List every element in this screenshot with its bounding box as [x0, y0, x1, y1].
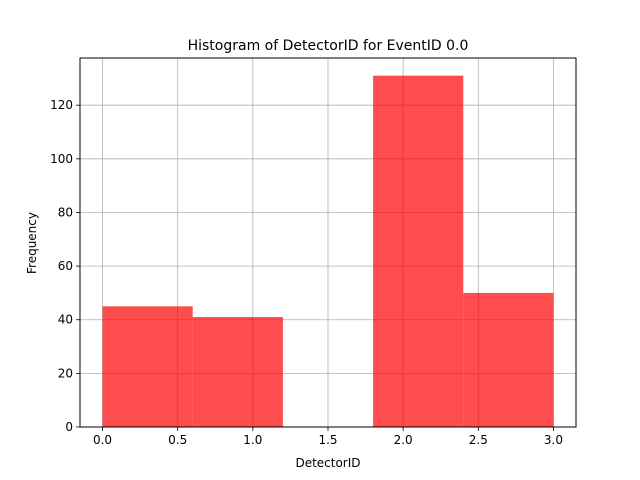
x-tick-label: 1.5 [318, 433, 337, 447]
x-tick-label: 2.5 [469, 433, 488, 447]
x-axis-ticks: 0.0 0.5 1.0 1.5 2.0 2.5 3.0 [93, 427, 563, 447]
x-axis-label: DetectorID [295, 456, 360, 470]
x-tick-label: 0.5 [168, 433, 187, 447]
y-axis-ticks: 0 20 40 60 80 100 120 [50, 98, 80, 434]
y-tick-label: 40 [58, 313, 73, 327]
histogram-bar [102, 306, 193, 427]
x-tick-label: 2.0 [394, 433, 413, 447]
x-tick-label: 0.0 [93, 433, 112, 447]
y-tick-label: 100 [50, 152, 73, 166]
y-tick-label: 120 [50, 98, 73, 112]
chart-title: Histogram of DetectorID for EventID 0.0 [188, 38, 469, 54]
histogram-bar [373, 75, 464, 427]
y-tick-label: 20 [58, 366, 73, 380]
y-tick-label: 0 [65, 420, 73, 434]
histogram-bars [102, 75, 554, 427]
y-tick-label: 60 [58, 259, 73, 273]
histogram-bar [192, 317, 283, 427]
y-tick-label: 80 [58, 205, 73, 219]
histogram-bar [463, 292, 554, 427]
y-axis-label: Frequency [25, 212, 39, 274]
x-tick-label: 3.0 [544, 433, 563, 447]
x-tick-label: 1.0 [243, 433, 262, 447]
